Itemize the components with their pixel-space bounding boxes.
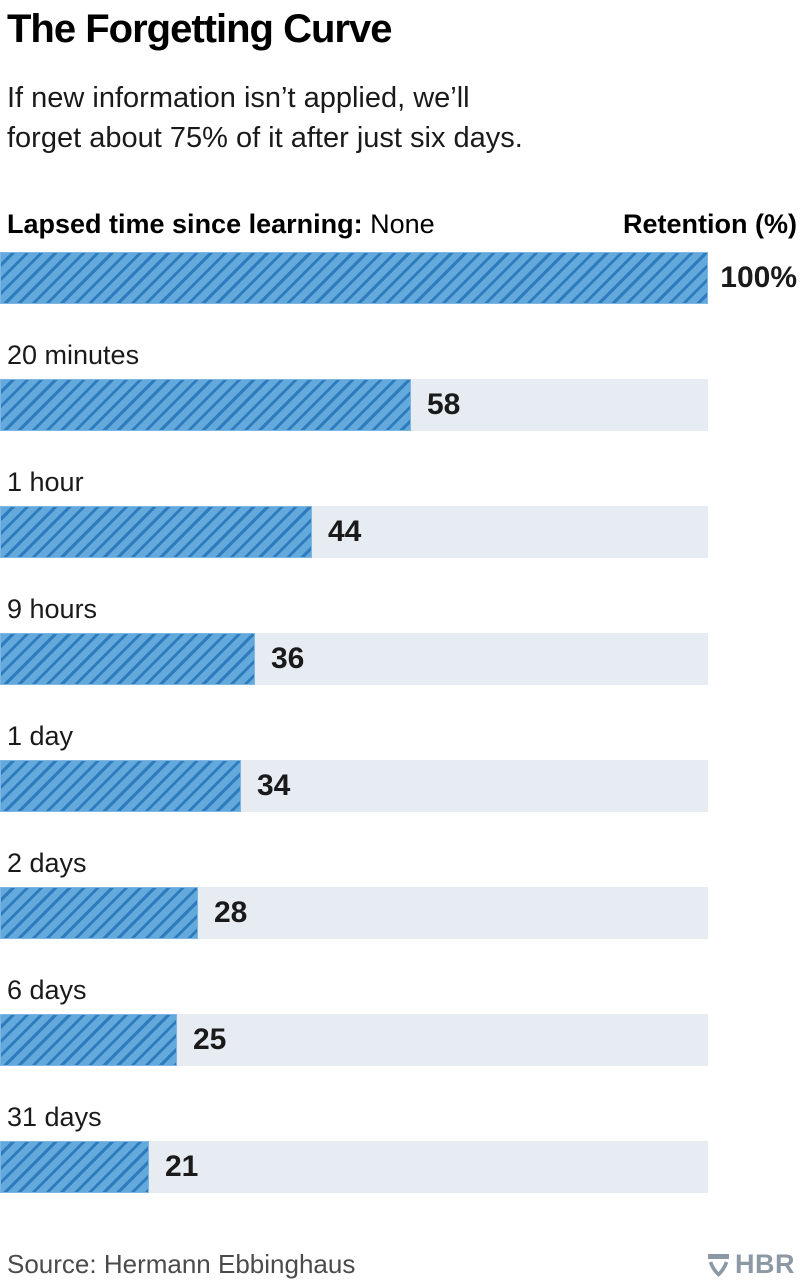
- chart-row: 1 day 34: [0, 721, 800, 812]
- bar-value-label: 28: [214, 896, 248, 929]
- x-axis-title: Retention (%): [623, 209, 797, 239]
- hbr-shield-icon: [708, 1253, 729, 1277]
- subtitle: If new information isn’t applied, we’ll …: [0, 78, 800, 158]
- bar-fill: [0, 252, 708, 304]
- bar-fill: [0, 760, 241, 812]
- bar-category-label: 9 hours: [7, 594, 98, 624]
- bar-value-label: 21: [165, 1150, 199, 1183]
- bar-track: 58: [0, 379, 708, 431]
- bar-value-label: 25: [193, 1023, 227, 1056]
- bar-value-label: 58: [427, 388, 461, 421]
- subtitle-line-2: forget about 75% of it after just six da…: [7, 122, 523, 154]
- bar-track: 34: [0, 760, 708, 812]
- bar-value-label: 36: [271, 642, 305, 675]
- y-axis-title: Lapsed time since learning: None: [7, 208, 435, 240]
- chart-row: 2 days 28: [0, 848, 800, 939]
- bar-track: 21: [0, 1141, 708, 1193]
- bar-value-label: 100%: [720, 261, 797, 294]
- bar-fill: [0, 633, 255, 685]
- chart-header: Lapsed time since learning: None Retenti…: [0, 208, 800, 240]
- chart-row: 20 minutes 58: [0, 340, 800, 431]
- bar-category-label: 2 days: [7, 848, 87, 878]
- bar-fill: [0, 1141, 149, 1193]
- bar-value-label: 44: [328, 515, 362, 548]
- bar-category-label: 20 minutes: [7, 340, 140, 370]
- bar-value-label: 34: [257, 769, 291, 802]
- chart-row: 1 hour 44: [0, 467, 800, 558]
- bar-category-label: 1 hour: [7, 467, 84, 497]
- subtitle-line-1: If new information isn’t applied, we’ll: [7, 82, 470, 114]
- chart-row: 6 days 25: [0, 975, 800, 1066]
- chart-row: 9 hours 36: [0, 594, 800, 685]
- footer: Source: Hermann Ebbinghaus HBR: [0, 1249, 800, 1280]
- chart-row: 100%: [0, 252, 800, 304]
- bar-fill: [0, 887, 199, 939]
- hbr-logo-text: HBR: [735, 1249, 795, 1279]
- source-note: Source: Hermann Ebbinghaus: [7, 1249, 356, 1279]
- hbr-logo: HBR: [707, 1249, 795, 1280]
- first-category-label: None: [370, 209, 435, 239]
- bar-fill: [0, 379, 411, 431]
- bar-category-label: 6 days: [7, 975, 87, 1005]
- bar-track: 44: [0, 506, 708, 558]
- bar-fill: [0, 1014, 177, 1066]
- bar-rows: 100% 20 minutes 58 1 hour 44 9 hours 36 …: [0, 252, 800, 1193]
- forgetting-curve-chart: Lapsed time since learning: None Retenti…: [0, 208, 800, 1193]
- bar-category-label: 1 day: [7, 721, 74, 751]
- bar-track: 36: [0, 633, 708, 685]
- bar-fill: [0, 506, 312, 558]
- bar-track: 100%: [0, 252, 797, 304]
- chart-row: 31 days 21: [0, 1102, 800, 1193]
- page-title: The Forgetting Curve: [7, 7, 392, 51]
- y-axis-title-label: Lapsed time since learning:: [7, 209, 363, 239]
- bar-category-label: 31 days: [7, 1102, 102, 1132]
- bar-track: 28: [0, 887, 708, 939]
- bar-track: 25: [0, 1014, 708, 1066]
